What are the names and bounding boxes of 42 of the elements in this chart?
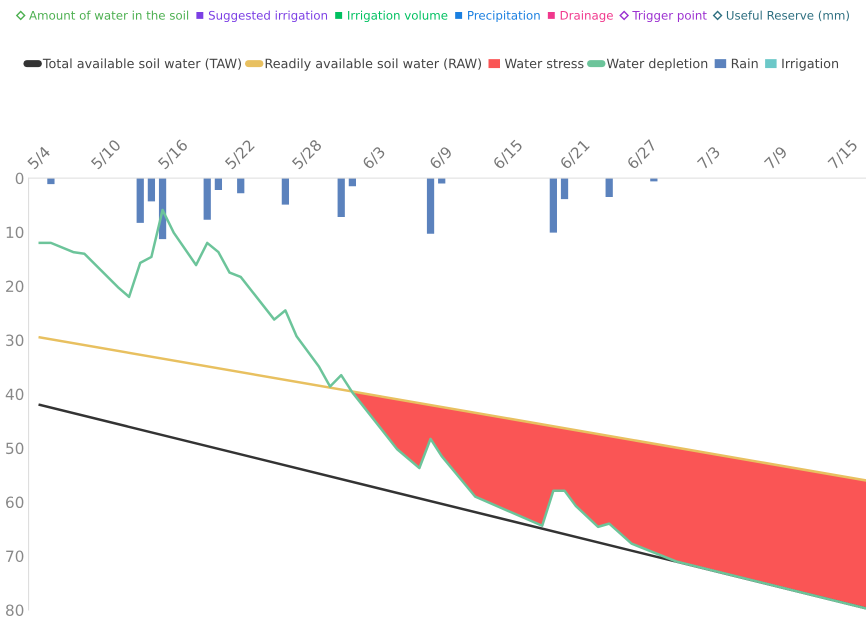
- x-tick-label: 7/3: [696, 146, 722, 170]
- x-tick-label: 5/4: [26, 146, 52, 170]
- y-tick-label: 60: [6, 496, 24, 508]
- y-tick-label: 50: [6, 442, 24, 454]
- legend-label: Trigger point: [632, 10, 707, 22]
- bar: [282, 178, 290, 205]
- x-tick-label: 6/9: [428, 146, 454, 171]
- x-tick-label: 6/3: [362, 146, 387, 171]
- y-tick-label: 80: [6, 604, 24, 616]
- y-tick-label: 30: [6, 334, 24, 346]
- y-tick-label: 20: [6, 280, 24, 292]
- bar: [550, 178, 557, 233]
- legend-label: Precipitation: [468, 10, 540, 22]
- bar: [650, 178, 658, 182]
- legend-label: Suggested irrigation: [208, 10, 328, 22]
- legend-label: Readily available soil water (RAW): [266, 58, 482, 71]
- legend-label: Irrigation volume: [348, 10, 448, 22]
- legend-label: Rain: [732, 58, 758, 68]
- bar: [47, 178, 55, 184]
- bar: [338, 178, 345, 217]
- x-tick-label: 7/9: [764, 146, 789, 170]
- bar: [136, 178, 144, 223]
- bar: [148, 178, 156, 202]
- bar: [606, 178, 613, 198]
- legend-label: Amount of water in the soil: [29, 10, 188, 20]
- bar: [426, 178, 434, 234]
- legend-label: Water stress: [504, 58, 584, 68]
- legend-label: Irrigation: [782, 58, 838, 71]
- bar: [237, 178, 244, 194]
- legend-label: Total available soil water (TAW): [42, 58, 241, 70]
- legend-label: Useful Reserve (mm): [726, 10, 849, 22]
- bar: [438, 178, 446, 184]
- y-tick-label: 0: [16, 172, 24, 184]
- y-tick-label: 40: [6, 388, 24, 400]
- line-series: [38, 208, 866, 610]
- bar: [560, 178, 568, 200]
- legend-label: Water depletion: [606, 58, 708, 71]
- bar: [214, 178, 222, 190]
- bar: [204, 178, 211, 220]
- legend-label: Drainage: [560, 10, 613, 22]
- y-tick-label: 10: [6, 226, 24, 238]
- y-tick-label: 70: [6, 550, 24, 562]
